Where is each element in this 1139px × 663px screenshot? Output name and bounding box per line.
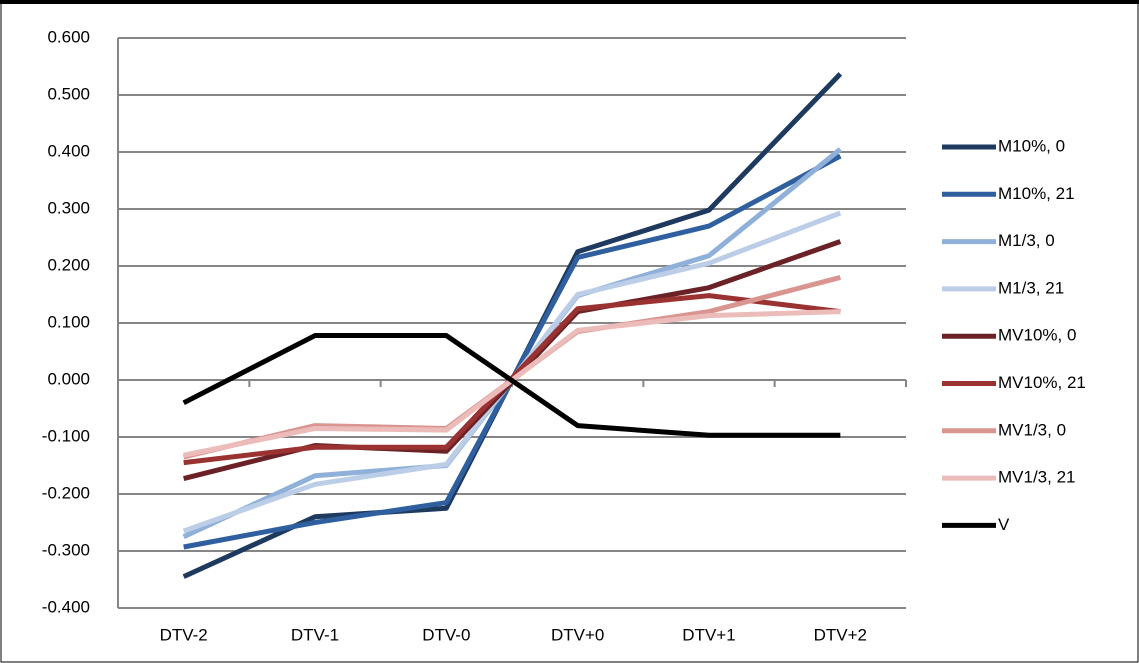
legend-label: MV1/3, 21	[998, 468, 1076, 487]
y-tick-label: -0.300	[42, 540, 90, 559]
series-line	[183, 274, 841, 460]
y-tick-label: 0.400	[47, 141, 90, 160]
y-tick-label: -0.100	[42, 426, 90, 445]
x-tick-label: DTV-1	[291, 625, 339, 644]
legend-label: V	[998, 515, 1010, 534]
legend-label: MV1/3, 0	[998, 420, 1066, 439]
series-line	[182, 333, 841, 438]
x-tick-label: DTV+1	[682, 625, 735, 644]
y-tick-label: 0.100	[47, 312, 90, 331]
x-tick-label: DTV+2	[814, 625, 867, 644]
y-tick-label: 0.500	[47, 84, 90, 103]
legend-label: M1/3, 21	[998, 278, 1064, 297]
series-line	[182, 210, 842, 534]
y-tick-label: -0.200	[42, 483, 90, 502]
x-tick-label: DTV-0	[422, 625, 470, 644]
series-line	[183, 239, 842, 482]
legend-label: MV10%, 21	[998, 373, 1086, 392]
y-tick-label: -0.400	[42, 597, 90, 616]
series-line	[182, 72, 843, 579]
y-tick-label: 0.600	[47, 27, 90, 46]
legend-label: M1/3, 0	[998, 231, 1055, 250]
y-tick-label: 0.000	[47, 369, 90, 388]
legend-label: M10%, 21	[998, 184, 1075, 203]
x-tick-label: DTV-2	[160, 625, 208, 644]
legend-label: MV10%, 0	[998, 326, 1076, 345]
y-tick-label: 0.200	[47, 255, 90, 274]
x-tick-label: DTV+0	[551, 625, 604, 644]
y-tick-label: 0.300	[47, 198, 90, 217]
legend-label: M10%, 0	[998, 136, 1065, 155]
